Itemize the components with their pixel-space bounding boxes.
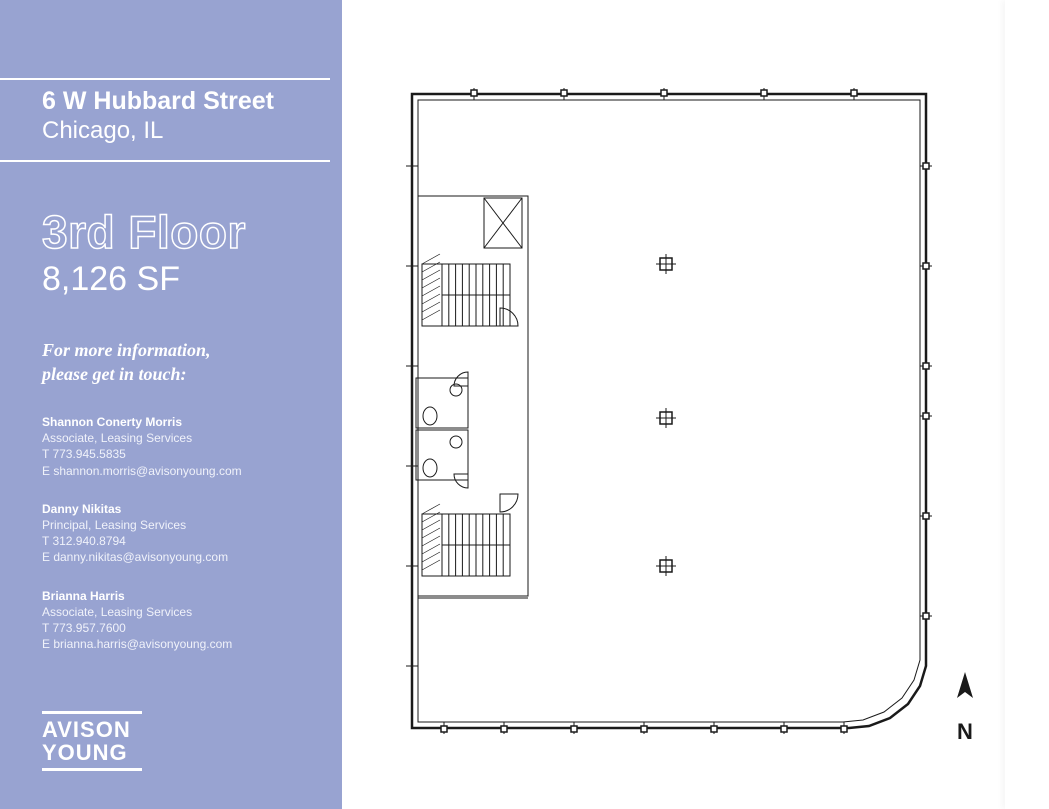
address-line1: 6 W Hubbard Street	[42, 86, 330, 116]
floor-block: 3rd Floor 8,126 SF	[0, 208, 342, 299]
contact-title: Principal, Leasing Services	[42, 517, 312, 533]
contact-title: Associate, Leasing Services	[42, 604, 312, 620]
contact-phone: T 773.957.7600	[42, 620, 312, 636]
contact-name: Brianna Harris	[42, 588, 312, 604]
info-heading-line2: please get in touch:	[42, 364, 187, 384]
contact-email: E danny.nikitas@avisonyoung.com	[42, 549, 312, 565]
contact-email: E brianna.harris@avisonyoung.com	[42, 636, 312, 652]
contact-phone: T 773.945.5835	[42, 446, 312, 462]
contact-name: Shannon Conerty Morris	[42, 414, 312, 430]
address-block: 6 W Hubbard Street Chicago, IL	[0, 78, 330, 162]
avison-young-logo: AVISON YOUNG	[42, 711, 142, 771]
contact-2: Brianna Harris Associate, Leasing Servic…	[42, 588, 312, 653]
compass: N	[951, 670, 979, 745]
contact-email: E shannon.morris@avisonyoung.com	[42, 463, 312, 479]
info-heading-line1: For more information,	[42, 340, 211, 360]
sidebar: 6 W Hubbard Street Chicago, IL 3rd Floor…	[0, 0, 342, 809]
floor-sf: 8,126 SF	[42, 260, 342, 299]
main-panel: N	[342, 0, 1049, 809]
info-block: For more information, please get in touc…	[0, 339, 342, 652]
contact-1: Danny Nikitas Principal, Leasing Service…	[42, 501, 312, 566]
contact-0: Shannon Conerty Morris Associate, Leasin…	[42, 414, 312, 479]
north-arrow-icon	[951, 670, 979, 714]
page: 6 W Hubbard Street Chicago, IL 3rd Floor…	[0, 0, 1049, 809]
contact-title: Associate, Leasing Services	[42, 430, 312, 446]
compass-label: N	[951, 719, 979, 745]
logo-rule-bottom	[42, 768, 142, 771]
floorplan-svg	[404, 86, 934, 746]
logo-line1: AVISON	[42, 718, 142, 741]
info-heading: For more information, please get in touc…	[42, 339, 312, 386]
page-right-margin	[1005, 0, 1049, 809]
floor-title: 3rd Floor	[42, 208, 342, 256]
logo-line2: YOUNG	[42, 741, 142, 764]
contact-phone: T 312.940.8794	[42, 533, 312, 549]
contact-name: Danny Nikitas	[42, 501, 312, 517]
logo-rule-top	[42, 711, 142, 714]
floorplan	[404, 86, 934, 746]
address-line2: Chicago, IL	[42, 116, 330, 146]
